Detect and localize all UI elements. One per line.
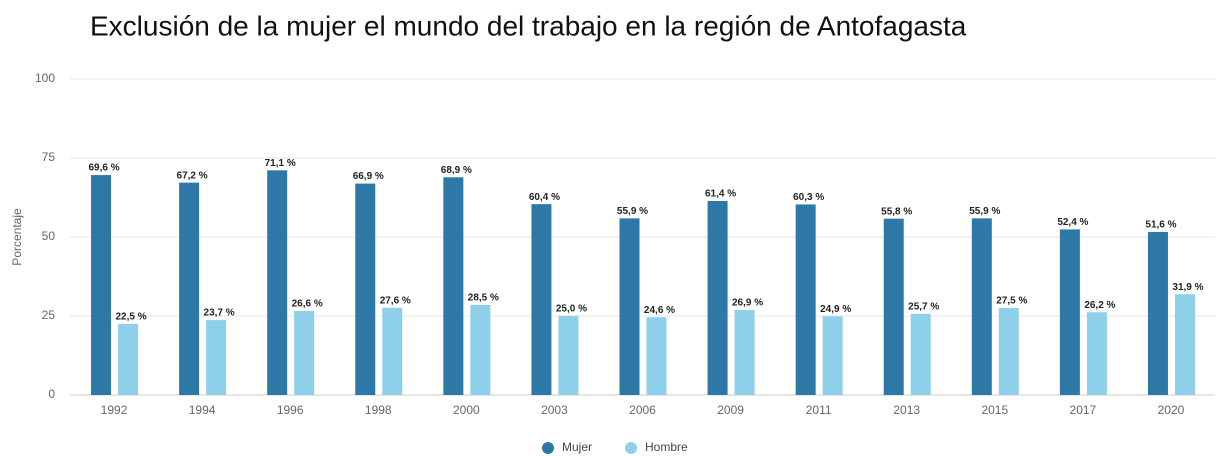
value-label: 60,3 %	[793, 192, 824, 203]
bar	[619, 218, 640, 395]
bar	[910, 313, 931, 395]
value-label: 55,8 %	[881, 206, 912, 217]
bar	[883, 218, 904, 395]
y-tick-label: 25	[42, 308, 56, 322]
y-tick-label: 0	[48, 387, 55, 401]
bar	[91, 175, 112, 395]
value-label: 69,6 %	[88, 163, 119, 174]
value-label: 71,1 %	[265, 158, 296, 169]
x-tick-label: 2020	[1158, 403, 1185, 417]
bar	[294, 310, 315, 395]
bar	[558, 316, 579, 395]
bar	[1174, 294, 1195, 395]
bar	[1086, 312, 1107, 395]
legend-marker	[542, 442, 554, 454]
bar	[971, 218, 992, 395]
value-label: 60,4 %	[529, 192, 560, 203]
x-tick-label: 1996	[277, 403, 304, 417]
bar	[531, 204, 552, 395]
value-label: 27,6 %	[380, 295, 411, 306]
value-label: 23,7 %	[204, 308, 235, 319]
bar	[707, 200, 728, 395]
chart-title: Exclusión de la mujer el mundo del traba…	[90, 10, 967, 41]
value-label: 68,9 %	[441, 165, 472, 176]
value-label: 55,9 %	[617, 206, 648, 217]
x-tick-label: 2013	[893, 403, 920, 417]
y-tick-label: 50	[42, 229, 56, 243]
x-tick-label: 1998	[365, 403, 392, 417]
legend-label: Mujer	[562, 440, 592, 454]
value-label: 25,7 %	[908, 301, 939, 312]
value-label: 31,9 %	[1172, 282, 1203, 293]
bar	[267, 170, 288, 395]
value-label: 24,9 %	[820, 304, 851, 315]
y-tick-label: 100	[35, 71, 55, 85]
x-tick-label: 2000	[453, 403, 480, 417]
bar	[443, 177, 464, 395]
bar	[470, 304, 491, 395]
y-tick-label: 75	[42, 150, 56, 164]
value-label: 28,5 %	[468, 293, 499, 304]
value-label: 66,9 %	[353, 171, 384, 182]
x-tick-label: 2015	[981, 403, 1008, 417]
legend-label: Hombre	[645, 440, 688, 454]
bar	[795, 204, 816, 395]
legend-marker	[625, 442, 637, 454]
bar	[1147, 231, 1168, 395]
value-label: 55,9 %	[969, 206, 1000, 217]
bar	[118, 323, 139, 395]
bar	[355, 183, 376, 395]
x-tick-label: 2003	[541, 403, 568, 417]
value-label: 51,6 %	[1145, 220, 1176, 231]
value-label: 26,9 %	[732, 298, 763, 309]
value-label: 27,5 %	[996, 296, 1027, 307]
x-tick-label: 2006	[629, 403, 656, 417]
value-label: 24,6 %	[644, 305, 675, 316]
value-label: 25,0 %	[556, 304, 587, 315]
x-tick-label: 2017	[1070, 403, 1097, 417]
value-label: 52,4 %	[1057, 217, 1088, 228]
value-label: 26,6 %	[292, 299, 323, 310]
value-label: 61,4 %	[705, 189, 736, 200]
value-label: 67,2 %	[177, 170, 208, 181]
bar	[734, 309, 755, 395]
x-tick-label: 1992	[101, 403, 128, 417]
bar	[1059, 229, 1080, 395]
x-tick-label: 2011	[806, 403, 832, 417]
y-axis-label: Porcentaje	[10, 208, 24, 266]
bar	[179, 182, 200, 395]
bar	[382, 307, 403, 395]
bar	[646, 317, 667, 395]
bar	[206, 320, 227, 395]
value-label: 22,5 %	[115, 312, 146, 323]
bar	[998, 308, 1019, 395]
value-label: 26,2 %	[1084, 300, 1115, 311]
x-tick-label: 2009	[717, 403, 744, 417]
bar	[822, 316, 843, 395]
x-tick-label: 1994	[189, 403, 216, 417]
